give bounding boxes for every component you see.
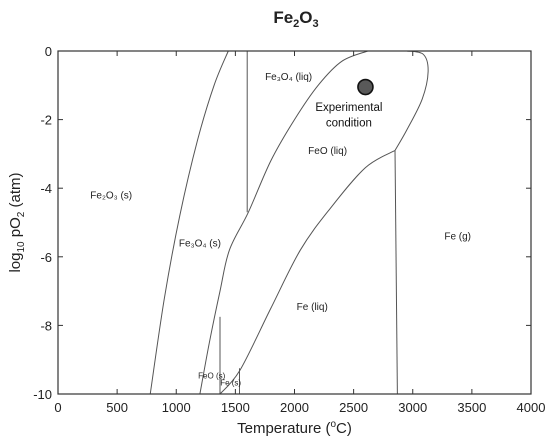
y-tick-label: -8 — [40, 318, 52, 333]
x-tick-label: 0 — [54, 400, 61, 415]
x-axis-label: Temperature (oC) — [237, 419, 352, 437]
region-labels: Fe₂O₃ (s) Fe₃O₄ (s) Fe₃O₄ (liq) FeO (liq) Fe… — [90, 72, 471, 387]
boundary-fe-liq-fe-g- — [394, 150, 398, 395]
plot-area: Fe₂O₃ (s) Fe₃O₄ (s) Fe₃O₄ (liq) FeO (liq) Fe… — [57, 50, 532, 395]
ylabel-mid: pO — [7, 217, 24, 241]
region-label: Fe₃O₄ (s) — [179, 239, 221, 250]
phase-boundaries — [149, 50, 429, 395]
chart-title: Fe2O3 — [273, 8, 318, 30]
y-tick-label: -10 — [33, 387, 52, 402]
boundary-feo-fe — [219, 150, 396, 395]
y-tick-label: -2 — [40, 113, 52, 128]
x-tick-label: 2000 — [280, 400, 309, 415]
plot-frame — [57, 50, 532, 395]
annotation-line-2: condition — [326, 117, 372, 129]
ylabel-sub1: 10 — [16, 241, 27, 253]
experimental-condition-marker — [357, 78, 374, 96]
xlabel-pre: Temperature ( — [237, 420, 330, 437]
y-axis-ticks: 0 -2 -4 -6 -8 -10 — [33, 44, 531, 402]
x-tick-label: 4000 — [517, 400, 546, 415]
region-label: FeO (liq) — [308, 146, 347, 157]
region-label: Fe₂O₃ (s) — [90, 190, 132, 201]
title-base: Fe — [273, 8, 293, 27]
ylabel-pre: log — [7, 253, 24, 273]
xlabel-sup: o — [330, 419, 336, 430]
title-mid: O — [299, 8, 312, 27]
ylabel-sub2: 2 — [16, 211, 27, 217]
xlabel-post: C) — [336, 420, 352, 437]
x-tick-label: 500 — [106, 400, 128, 415]
x-tick-label: 2500 — [339, 400, 368, 415]
x-axis-ticks: 0 500 1000 1500 2000 2500 3000 3500 4000 — [54, 51, 545, 415]
x-tick-label: 3000 — [398, 400, 427, 415]
region-label: Fe (g) — [444, 232, 471, 243]
boundary-fe3o4-feo — [199, 50, 368, 395]
y-tick-label: 0 — [45, 44, 52, 59]
region-label: Fe (s) — [220, 378, 241, 387]
title-sub1: 2 — [293, 18, 299, 30]
ylabel-post: (atm) — [7, 172, 24, 211]
region-label: Fe₃O₄ (liq) — [265, 72, 312, 83]
region-label: Fe (liq) — [297, 302, 328, 313]
x-tick-label: 3500 — [457, 400, 486, 415]
x-tick-label: 1000 — [162, 400, 191, 415]
y-axis-label: log10 pO2 (atm) — [7, 172, 27, 272]
boundary-feo-liq-gas — [394, 50, 429, 151]
title-sub2: 3 — [313, 18, 319, 30]
boundary-fe2o3-fe3o4 — [149, 50, 229, 395]
y-tick-label: -6 — [40, 250, 52, 265]
markers — [357, 78, 374, 96]
region-label: FeO (s) — [198, 372, 225, 381]
annotation-line-1: Experimental — [315, 102, 382, 114]
x-tick-label: 1500 — [221, 400, 250, 415]
y-tick-label: -4 — [40, 181, 52, 196]
